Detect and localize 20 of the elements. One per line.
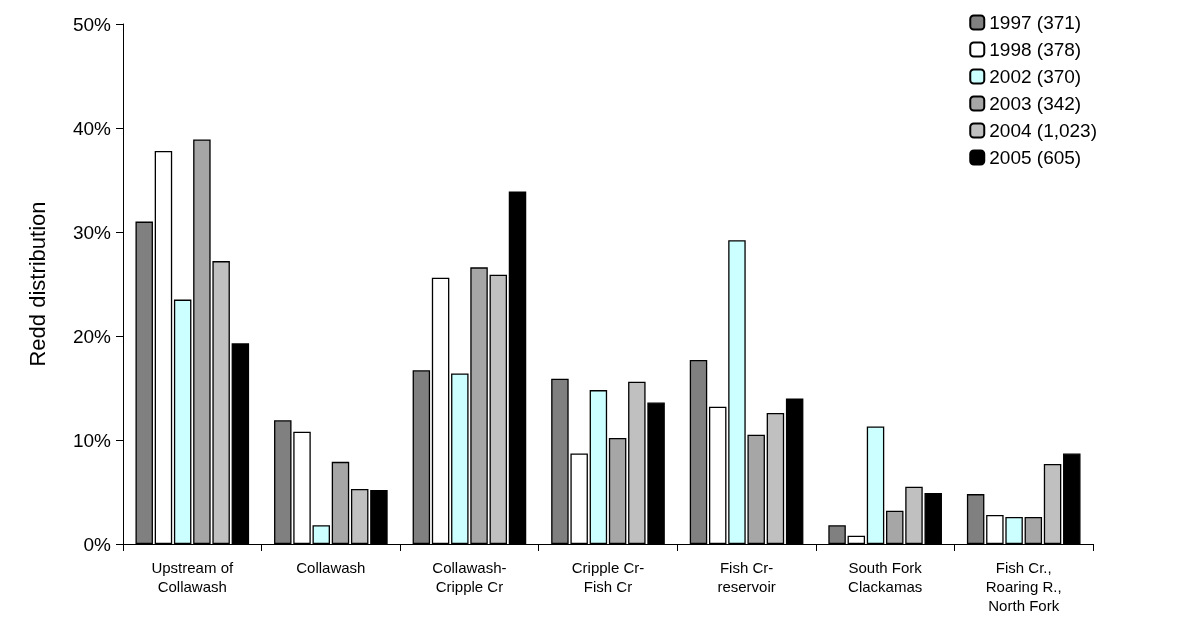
y-tick-label: 40% <box>72 117 112 139</box>
x-tick-label: Collawash- Cripple Cr <box>432 559 507 595</box>
legend-label: 1997 (371) <box>989 12 1082 33</box>
x-tick-label: Collawash <box>296 559 366 576</box>
legend-label: 2004 (1,023) <box>989 120 1097 141</box>
y-axis-title: Redd distribution <box>24 201 50 367</box>
legend-label: 2005 (605) <box>989 147 1082 168</box>
x-tick-label: South Fork Clackamas <box>848 559 923 595</box>
legend-label: 2003 (342) <box>989 93 1082 114</box>
y-tick-label: 10% <box>72 429 112 451</box>
x-tick-label: Upstream of Collawash <box>151 559 234 595</box>
x-tick-label: Fish Cr- reservoir <box>717 559 776 595</box>
y-tick-label: 0% <box>83 533 112 555</box>
y-tick-label: 50% <box>72 13 112 35</box>
x-tick-label: Fish Cr., Roaring R., North Fork <box>985 559 1062 614</box>
x-tick-label: Cripple Cr- Fish Cr <box>571 559 645 595</box>
legend-label: 1998 (378) <box>989 39 1082 60</box>
y-tick-label: 20% <box>72 325 112 347</box>
y-tick-label: 30% <box>72 221 112 243</box>
legend-label: 2002 (370) <box>989 66 1082 87</box>
